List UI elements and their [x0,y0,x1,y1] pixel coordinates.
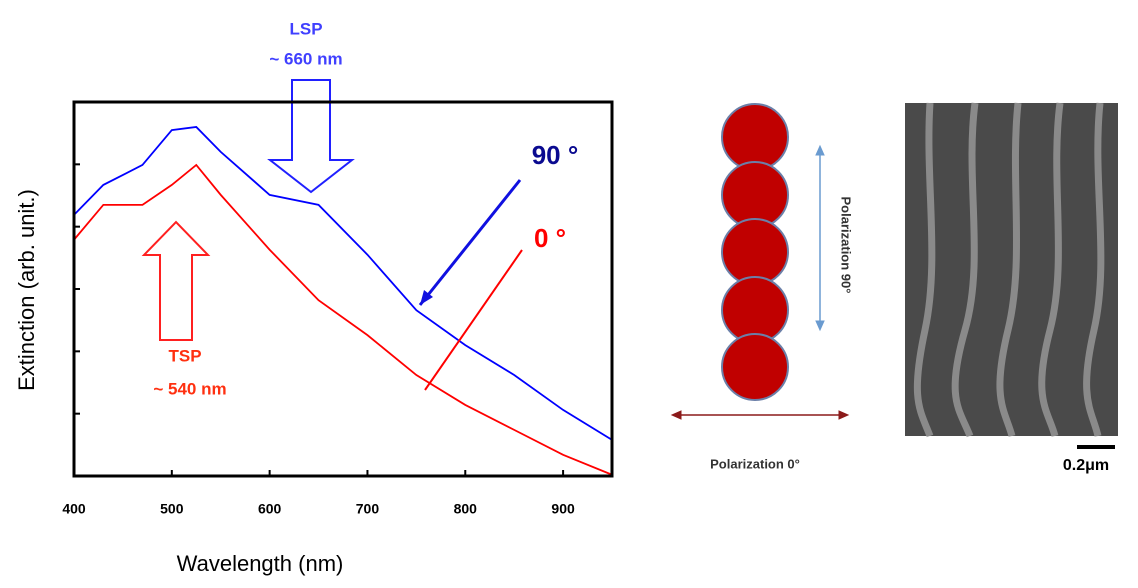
tsp-wavelength: ~ 540 nm [153,379,226,398]
x-tick-label: 900 [551,501,575,517]
particle [721,103,789,171]
lsp-arrow [267,79,355,194]
plot-frame [72,100,614,478]
x-tick-label: 800 [454,501,478,517]
pointer-90-head [420,290,433,305]
plot [73,125,613,476]
scale-label: 0.2μm [1063,457,1109,474]
series-label: 0 ° [534,223,566,253]
sem-image [905,102,1118,438]
series-line [73,125,613,441]
polarization-0-arrow [670,410,850,420]
pointer-90 [418,179,522,306]
polarization-90-arrow [815,144,825,332]
y-axis-label: Extinction (arb. unit.) [14,189,39,391]
tsp-label: TSP [168,346,201,365]
x-tick-label: 700 [356,501,380,517]
particle [721,333,789,401]
polarization-90-label: Polarization 90° [839,197,854,294]
series-label: 90 ° [532,140,579,170]
series-line [73,163,613,476]
particle-chain [721,103,789,401]
tsp-arrow [141,220,211,341]
polarization-0-label: Polarization 0° [710,456,800,471]
x-tick-label: 400 [62,501,86,517]
lsp-label: LSP [289,19,322,38]
particle [721,218,789,286]
x-tick-label: 600 [258,501,282,517]
x-tick-label: 500 [160,501,184,517]
pointer-0 [424,249,523,391]
lsp-wavelength: ~ 660 nm [269,49,342,68]
x-axis-label: Wavelength (nm) [177,551,344,576]
